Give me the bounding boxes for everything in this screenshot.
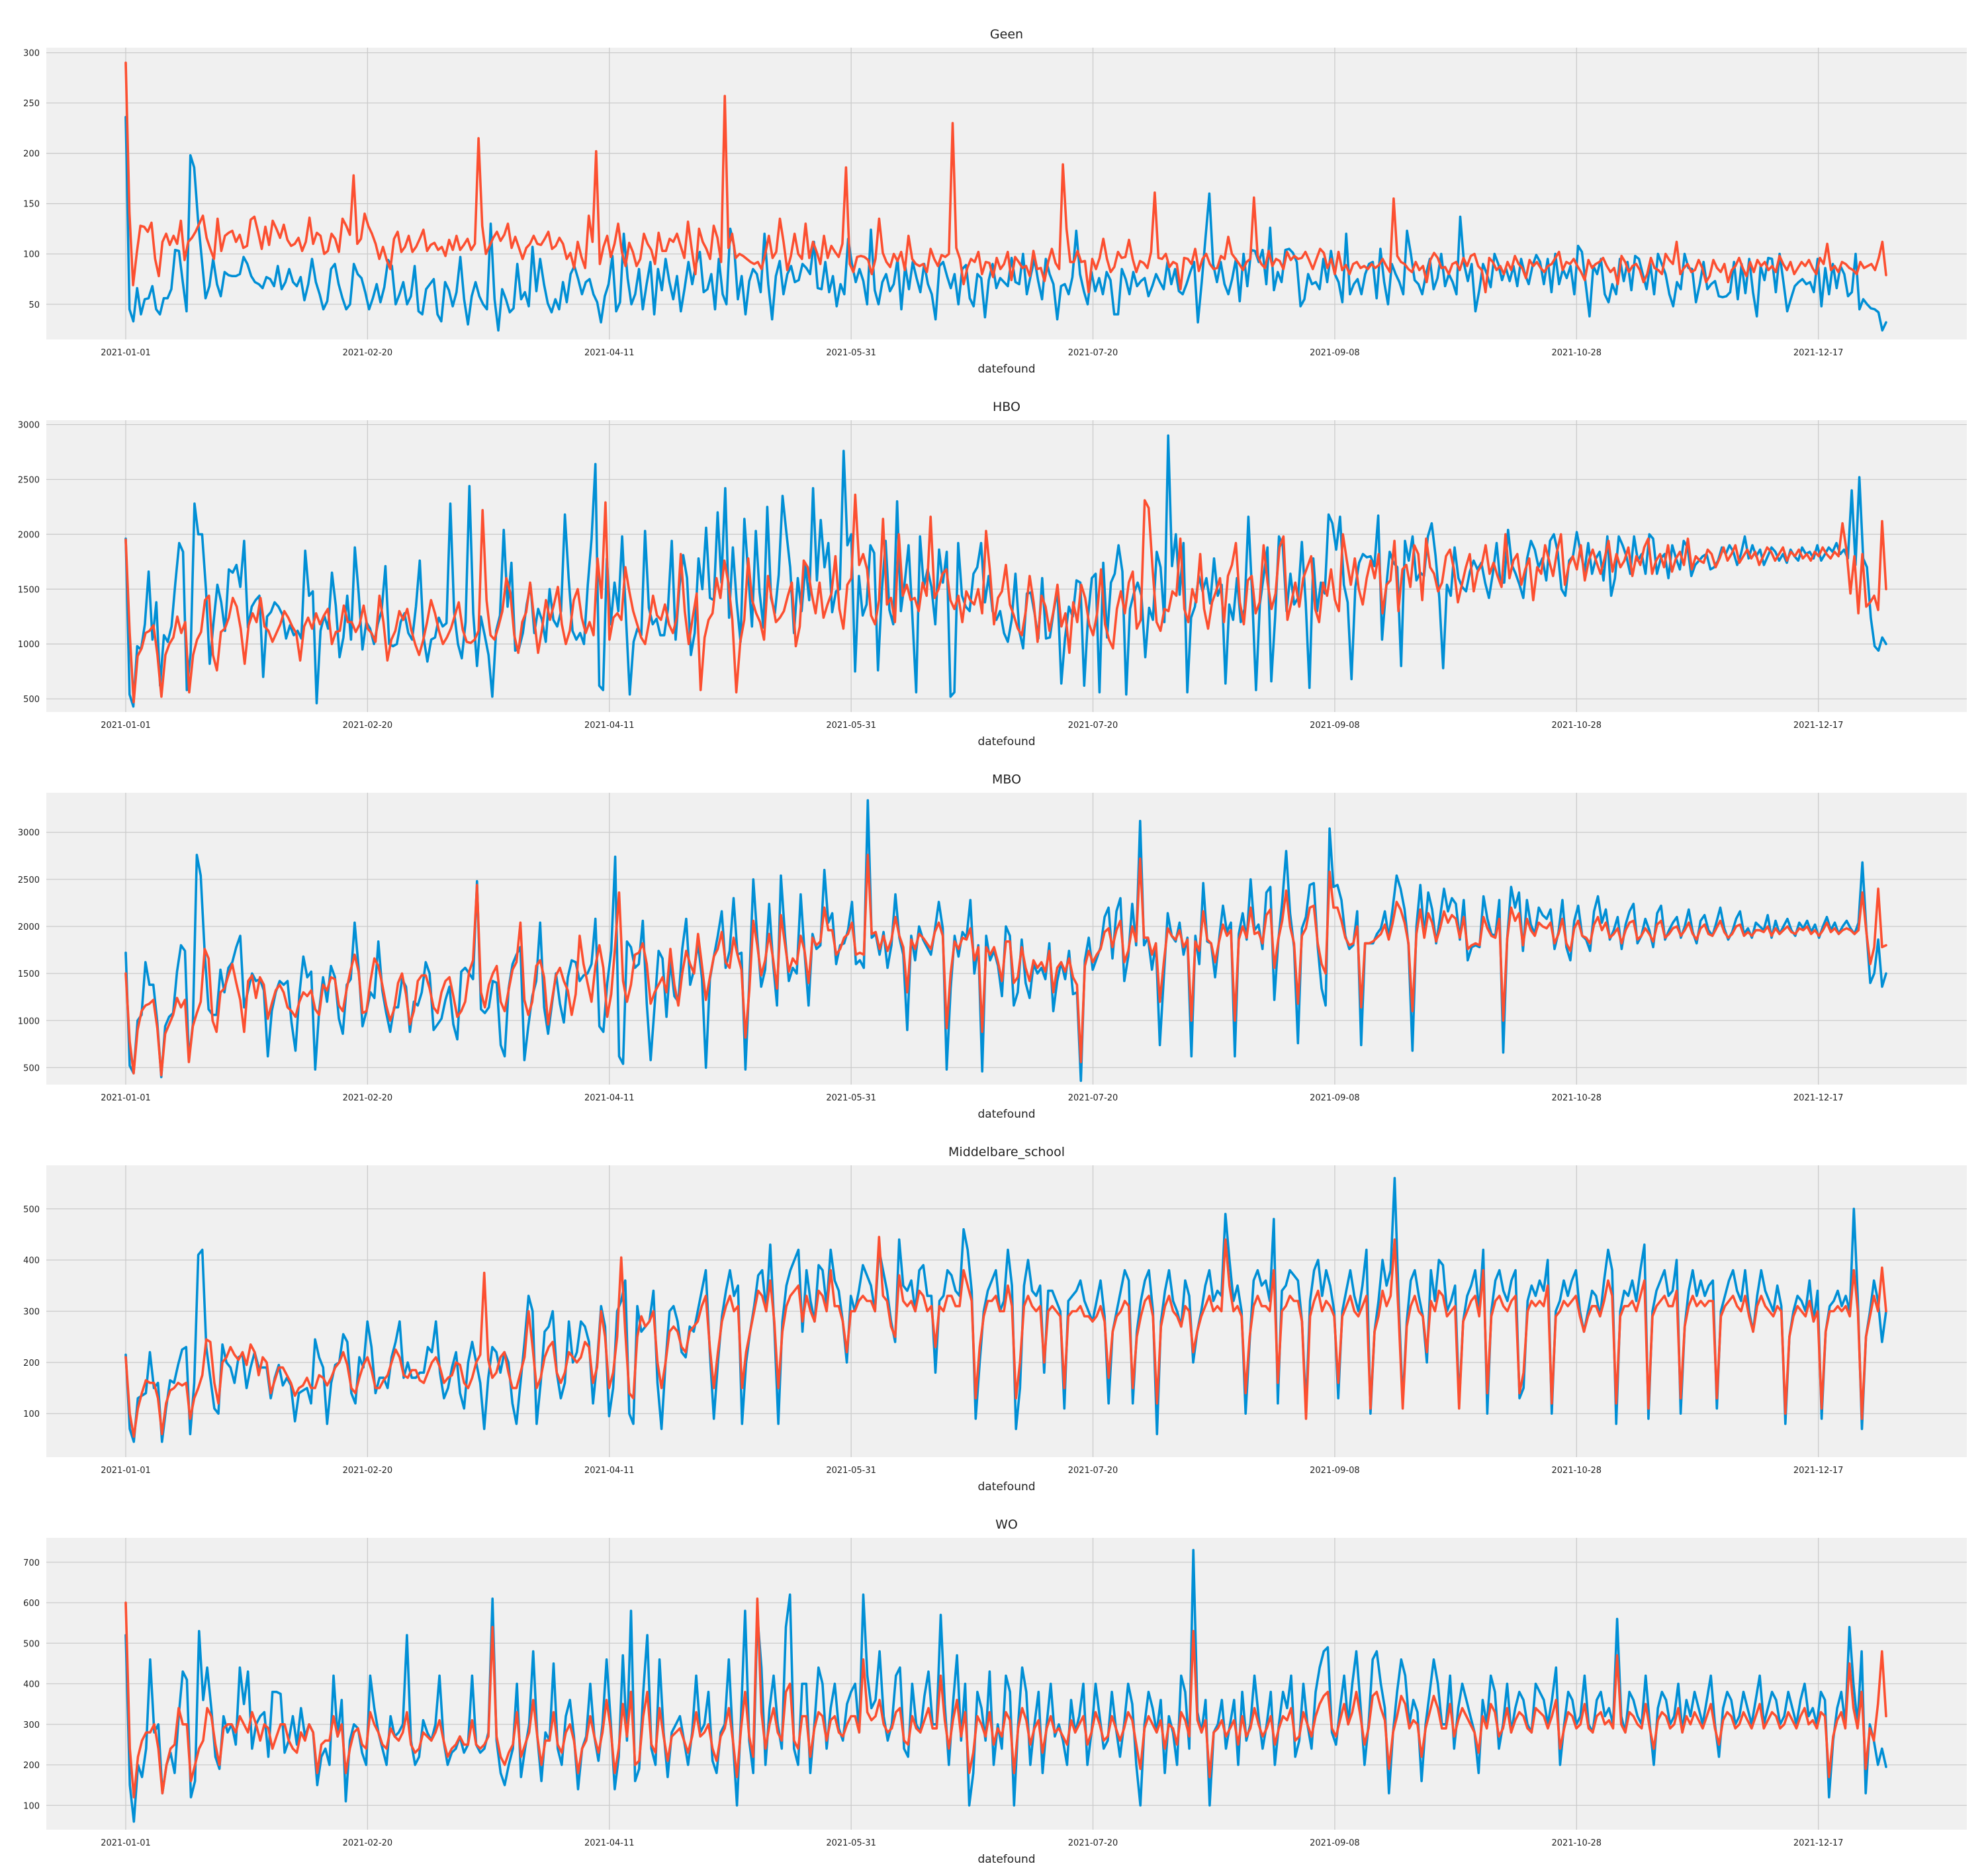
x-tick-label: 2021-02-20 bbox=[343, 1466, 393, 1476]
y-tick-label: 300 bbox=[23, 1308, 40, 1318]
x-tick-label: 2021-12-17 bbox=[1793, 348, 1844, 358]
y-tick-label: 200 bbox=[23, 1761, 40, 1771]
series-line-1 bbox=[124, 116, 1887, 332]
x-tick-label: 2021-09-08 bbox=[1310, 1093, 1360, 1103]
x-tick-label: 2021-04-11 bbox=[584, 1466, 635, 1476]
x-tick-label: 2021-05-31 bbox=[826, 1093, 876, 1103]
subplot-title: Middelbare_school bbox=[948, 1145, 1065, 1159]
x-tick-label: 2021-01-01 bbox=[101, 1093, 151, 1103]
x-tick-label: 2021-02-20 bbox=[343, 1093, 393, 1103]
axes-background bbox=[46, 48, 1967, 339]
x-axis-label: datefound bbox=[977, 1853, 1035, 1866]
y-tick-label: 100 bbox=[23, 1801, 40, 1811]
y-tick-label: 1000 bbox=[18, 640, 40, 650]
x-axis-label: datefound bbox=[977, 363, 1035, 376]
x-tick-label: 2021-10-28 bbox=[1552, 1838, 1602, 1848]
x-tick-label: 2021-01-01 bbox=[101, 348, 151, 358]
series-line-2 bbox=[124, 1597, 1887, 1799]
x-tick-label: 2021-12-17 bbox=[1793, 721, 1844, 731]
y-tick-label: 300 bbox=[23, 49, 40, 59]
x-tick-label: 2021-05-31 bbox=[826, 348, 876, 358]
subplot-title: Geen bbox=[990, 27, 1023, 42]
y-tick-label: 300 bbox=[23, 1720, 40, 1730]
y-tick-label: 50 bbox=[28, 300, 40, 310]
x-tick-label: 2021-01-01 bbox=[101, 1466, 151, 1476]
y-tick-label: 1000 bbox=[18, 1016, 40, 1026]
x-tick-label: 2021-09-08 bbox=[1310, 721, 1360, 731]
y-tick-label: 500 bbox=[23, 1063, 40, 1073]
x-tick-label: 2021-02-20 bbox=[343, 721, 393, 731]
x-tick-label: 2021-10-28 bbox=[1552, 1093, 1602, 1103]
series-line-2 bbox=[124, 1235, 1887, 1438]
x-tick-label: 2021-10-28 bbox=[1552, 1466, 1602, 1476]
y-tick-label: 500 bbox=[23, 1205, 40, 1215]
y-tick-label: 3000 bbox=[18, 828, 40, 838]
subplot-panels: Geen 50 100 150 200 250 300 2021-01-01 2021-02-2… bbox=[18, 27, 1967, 1866]
series-line-1 bbox=[124, 1177, 1887, 1443]
subplot-wo: WO 100 200 300 400 500 600 700 2021-01-01 2021-02… bbox=[23, 1517, 1967, 1866]
x-axis-label: datefound bbox=[977, 1480, 1035, 1494]
x-tick-label: 2021-05-31 bbox=[826, 1466, 876, 1476]
x-tick-label: 2021-04-11 bbox=[584, 721, 635, 731]
subplot-title: HBO bbox=[993, 400, 1020, 414]
x-tick-label: 2021-02-20 bbox=[343, 348, 393, 358]
y-tick-label: 200 bbox=[23, 1359, 40, 1368]
x-tick-label: 2021-04-11 bbox=[584, 348, 635, 358]
x-tick-label: 2021-09-08 bbox=[1310, 348, 1360, 358]
subplot-hbo: HBO 500 1000 1500 2000 2500 3000 2021-01-01 2021… bbox=[18, 400, 1967, 748]
x-axis-label: datefound bbox=[977, 735, 1035, 748]
x-tick-label: 2021-12-17 bbox=[1793, 1093, 1844, 1103]
y-tick-label: 100 bbox=[23, 250, 40, 260]
y-tick-label: 400 bbox=[23, 1680, 40, 1690]
x-tick-label: 2021-02-20 bbox=[343, 1838, 393, 1848]
series-line-2 bbox=[124, 62, 1887, 294]
y-tick-label: 2500 bbox=[18, 476, 40, 486]
subplot-geen: Geen 50 100 150 200 250 300 2021-01-01 2021-02-2… bbox=[23, 27, 1967, 376]
x-tick-label: 2021-07-20 bbox=[1068, 1093, 1118, 1103]
subplot-mbo: MBO 500 1000 1500 2000 2500 3000 2021-01-01 2021… bbox=[18, 772, 1967, 1121]
subplot-middelbare-school: Middelbare_school 100 200 300 400 500 2021-01-… bbox=[23, 1145, 1967, 1494]
x-tick-label: 2021-04-11 bbox=[584, 1093, 635, 1103]
series-line-1 bbox=[124, 434, 1887, 708]
x-tick-label: 2021-09-08 bbox=[1310, 1838, 1360, 1848]
x-tick-label: 2021-01-01 bbox=[101, 1838, 151, 1848]
y-tick-label: 2500 bbox=[18, 875, 40, 885]
x-tick-label: 2021-07-20 bbox=[1068, 348, 1118, 358]
y-tick-label: 250 bbox=[23, 99, 40, 109]
y-tick-label: 700 bbox=[23, 1558, 40, 1568]
subplot-title: MBO bbox=[992, 772, 1021, 787]
x-tick-label: 2021-12-17 bbox=[1793, 1466, 1844, 1476]
x-tick-label: 2021-07-20 bbox=[1068, 1838, 1118, 1848]
x-tick-label: 2021-09-08 bbox=[1310, 1466, 1360, 1476]
series-line-2 bbox=[124, 493, 1887, 703]
y-tick-label: 400 bbox=[23, 1256, 40, 1266]
y-tick-label: 3000 bbox=[18, 421, 40, 431]
x-tick-label: 2021-05-31 bbox=[826, 721, 876, 731]
x-axis-label: datefound bbox=[977, 1108, 1035, 1121]
y-tick-label: 1500 bbox=[18, 585, 40, 595]
axes-background bbox=[46, 793, 1967, 1085]
y-tick-label: 500 bbox=[23, 1639, 40, 1649]
subplot-title: WO bbox=[995, 1517, 1018, 1532]
x-tick-label: 2021-01-01 bbox=[101, 721, 151, 731]
series-line-1 bbox=[124, 799, 1887, 1083]
y-tick-label: 150 bbox=[23, 200, 40, 210]
x-tick-label: 2021-07-20 bbox=[1068, 1466, 1118, 1476]
x-tick-label: 2021-05-31 bbox=[826, 1838, 876, 1848]
y-tick-label: 2000 bbox=[18, 530, 40, 540]
y-tick-label: 100 bbox=[23, 1409, 40, 1419]
y-tick-label: 1500 bbox=[18, 969, 40, 979]
x-tick-label: 2021-10-28 bbox=[1552, 721, 1602, 731]
y-tick-label: 500 bbox=[23, 695, 40, 705]
y-tick-label: 2000 bbox=[18, 922, 40, 932]
x-tick-label: 2021-04-11 bbox=[584, 1838, 635, 1848]
y-tick-label: 600 bbox=[23, 1599, 40, 1609]
x-tick-label: 2021-12-17 bbox=[1793, 1838, 1844, 1848]
series-line-2 bbox=[124, 854, 1887, 1077]
y-tick-label: 200 bbox=[23, 150, 40, 159]
x-tick-label: 2021-07-20 bbox=[1068, 721, 1118, 731]
x-tick-label: 2021-10-28 bbox=[1552, 348, 1602, 358]
